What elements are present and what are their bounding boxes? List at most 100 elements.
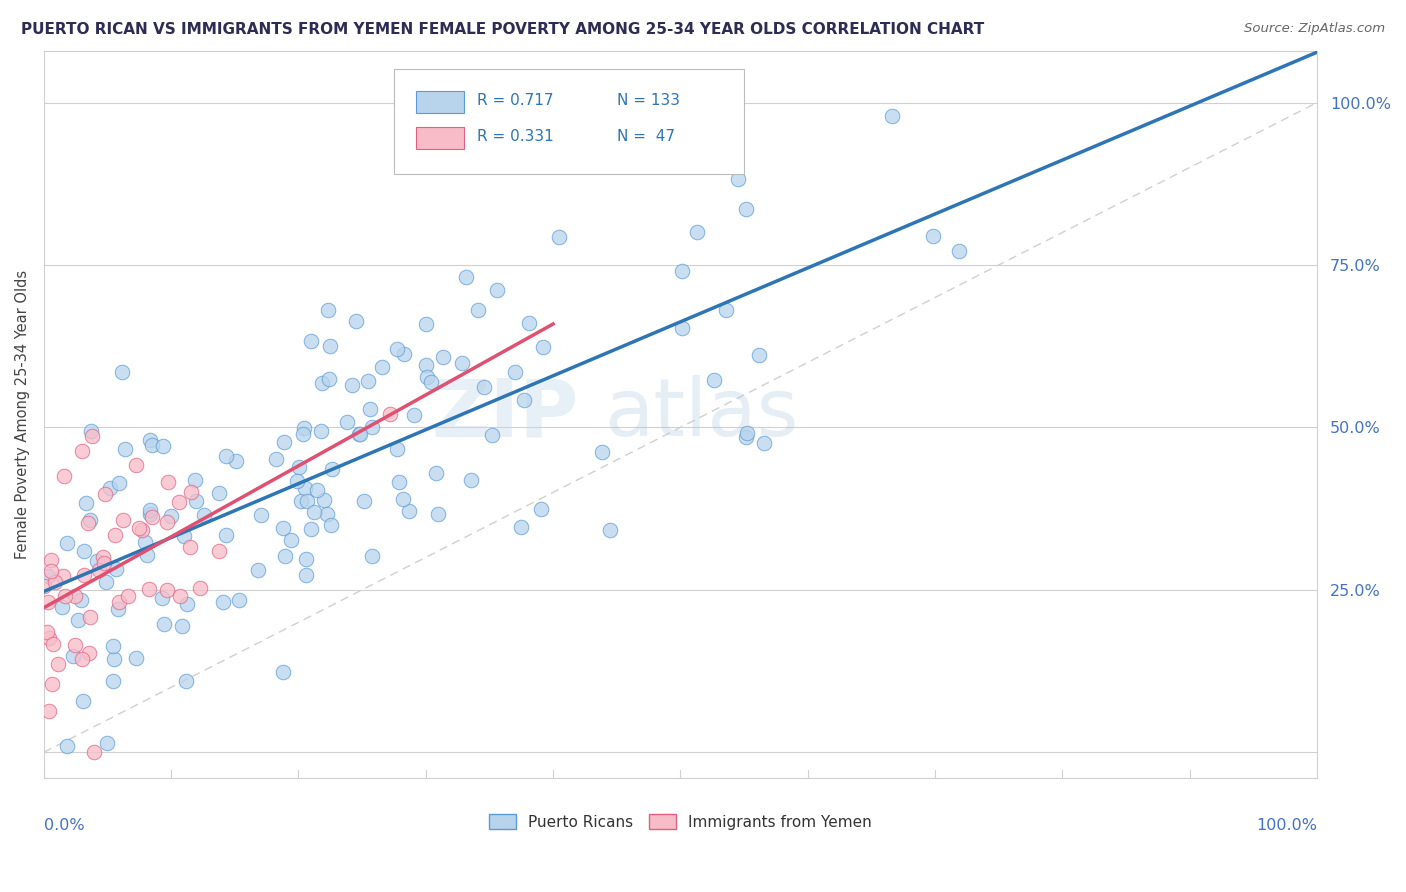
- Point: [139, 508, 162, 522]
- Point: [353, 494, 375, 508]
- Point: [38, 704, 60, 718]
- Point: [311, 376, 333, 390]
- Point: [44, 574, 66, 589]
- Point: [101, 673, 124, 688]
- Point: [425, 466, 447, 480]
- Point: [321, 517, 343, 532]
- Point: [152, 439, 174, 453]
- Point: [91, 549, 114, 564]
- Point: [264, 452, 287, 467]
- Point: [319, 338, 342, 352]
- Point: [105, 562, 128, 576]
- Point: [82, 428, 104, 442]
- Point: [139, 503, 162, 517]
- Point: [752, 436, 775, 450]
- Point: [318, 372, 340, 386]
- Point: [55, 739, 77, 753]
- Point: [167, 495, 190, 509]
- Point: [398, 504, 420, 518]
- Point: [174, 673, 197, 688]
- Point: [107, 595, 129, 609]
- Point: [111, 365, 134, 379]
- Point: [349, 426, 371, 441]
- Point: [686, 225, 709, 239]
- Point: [302, 505, 325, 519]
- Point: [415, 317, 437, 331]
- Point: [70, 593, 93, 607]
- Point: [131, 523, 153, 537]
- Point: [228, 592, 250, 607]
- Point: [138, 433, 160, 447]
- Point: [513, 392, 536, 407]
- Point: [77, 646, 100, 660]
- Point: [136, 548, 159, 562]
- Point: [671, 321, 693, 335]
- Point: [37, 569, 59, 583]
- Point: [357, 374, 380, 388]
- Point: [208, 544, 231, 558]
- FancyBboxPatch shape: [416, 127, 464, 149]
- Point: [39, 553, 62, 567]
- Point: [156, 475, 179, 490]
- Point: [79, 609, 101, 624]
- Point: [388, 475, 411, 489]
- Point: [134, 535, 156, 549]
- Point: [37, 625, 59, 640]
- Point: [295, 551, 318, 566]
- Point: [108, 476, 131, 491]
- Point: [922, 229, 945, 244]
- Point: [75, 496, 97, 510]
- Point: [39, 564, 62, 578]
- Point: [288, 460, 311, 475]
- Point: [450, 356, 472, 370]
- Point: [53, 589, 76, 603]
- Point: [193, 508, 215, 522]
- Point: [703, 373, 725, 387]
- Point: [380, 408, 402, 422]
- Legend: Puerto Ricans, Immigrants from Yemen: Puerto Ricans, Immigrants from Yemen: [482, 808, 879, 836]
- Point: [548, 230, 571, 244]
- Point: [155, 583, 177, 598]
- Y-axis label: Female Poverty Among 25-34 Year Olds: Female Poverty Among 25-34 Year Olds: [15, 270, 30, 559]
- Point: [292, 421, 315, 435]
- Point: [415, 358, 437, 372]
- Point: [735, 425, 758, 440]
- Point: [107, 602, 129, 616]
- Point: [307, 483, 329, 497]
- Point: [46, 657, 69, 672]
- Point: [63, 638, 86, 652]
- Point: [481, 428, 503, 442]
- Point: [467, 302, 489, 317]
- Point: [295, 493, 318, 508]
- Point: [153, 617, 176, 632]
- Point: [170, 619, 193, 633]
- Point: [94, 574, 117, 589]
- Point: [472, 379, 495, 393]
- Point: [290, 493, 312, 508]
- Point: [271, 665, 294, 679]
- Point: [188, 581, 211, 595]
- Point: [111, 513, 134, 527]
- Point: [359, 402, 381, 417]
- Point: [56, 536, 79, 550]
- Point: [180, 484, 202, 499]
- Point: [503, 365, 526, 379]
- Point: [344, 314, 367, 328]
- Point: [125, 458, 148, 472]
- Point: [299, 522, 322, 536]
- Point: [184, 473, 207, 487]
- Point: [385, 442, 408, 457]
- Point: [274, 549, 297, 563]
- Point: [70, 652, 93, 666]
- Point: [309, 424, 332, 438]
- Point: [432, 350, 454, 364]
- Point: [312, 493, 335, 508]
- Point: [65, 589, 87, 603]
- Point: [225, 453, 247, 467]
- Point: [86, 554, 108, 568]
- Point: [460, 473, 482, 487]
- Point: [250, 508, 273, 523]
- Point: [591, 445, 613, 459]
- Text: PUERTO RICAN VS IMMIGRANTS FROM YEMEN FEMALE POVERTY AMONG 25-34 YEAR OLDS CORRE: PUERTO RICAN VS IMMIGRANTS FROM YEMEN FE…: [21, 22, 984, 37]
- Text: ZIP: ZIP: [432, 376, 578, 453]
